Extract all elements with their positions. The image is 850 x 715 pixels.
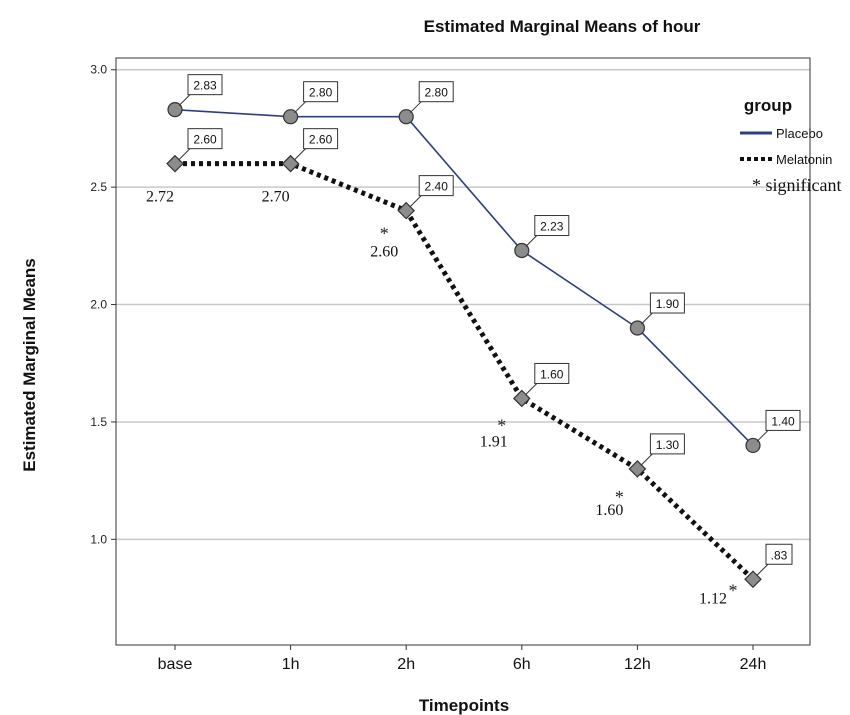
melatonin-label-box: [187, 128, 223, 150]
y-tick-label: 2.0: [90, 298, 107, 312]
significance-star: *: [729, 580, 738, 600]
grid: [116, 68, 810, 541]
x-tick-label: 12h: [624, 656, 651, 673]
placebo-point: [398, 109, 414, 125]
series-line-placebo: [174, 108, 754, 446]
significance-star: *: [615, 487, 624, 507]
placebo-data-label: 2.80: [425, 86, 449, 100]
y-tick-label: 2.5: [90, 180, 107, 194]
legend-title: group: [744, 96, 792, 115]
melatonin-data-label: .83: [771, 548, 788, 562]
legend-significance-note: * significant: [752, 175, 841, 195]
melatonin-label-box: [765, 543, 793, 565]
x-tick-label: 6h: [513, 656, 531, 673]
placebo-point: [283, 109, 299, 125]
placebo-point: [745, 437, 761, 454]
melatonin-data-label: 2.60: [309, 133, 333, 147]
y-tick-label: 3.0: [90, 63, 107, 77]
y-axis-ticks: 1.0 1.5 2.0 2.5 3.0: [90, 63, 116, 546]
plot-frame: [115, 57, 811, 646]
legend-label-placebo: Placebo: [776, 126, 823, 141]
legend-label-melatonin: Melatonin: [776, 152, 832, 167]
significance-value-label: 2.72: [146, 189, 174, 206]
placebo-label-box: [418, 81, 454, 103]
significance-star: *: [497, 415, 506, 435]
placebo-label-box: [649, 292, 685, 314]
melatonin-data-label: 2.60: [193, 133, 217, 147]
chart-title: Estimated Marginal Means of hour: [424, 17, 701, 36]
placebo-data-label: 1.40: [771, 414, 795, 428]
x-axis-title: Timepoints: [419, 696, 509, 715]
placebo-label-box: [303, 81, 339, 103]
series-layer: 2.83 2.80 2.80 2.23 1.90 1.40 2.60 2.60 2.40 1.60…: [166, 74, 801, 589]
placebo-label-box: [765, 409, 801, 431]
legend: group Placebo Melatonin * significant: [740, 96, 841, 195]
annotations: 2.72 2.702.60*1.91*1.60*1.12 *: [146, 189, 738, 608]
placebo-data-label: 2.83: [193, 79, 217, 93]
significance-star: *: [380, 224, 389, 244]
x-tick-label: 2h: [397, 656, 415, 673]
melatonin-data-label: 1.30: [656, 438, 680, 452]
x-tick-label: 1h: [282, 656, 300, 673]
melatonin-label-box: [649, 433, 685, 455]
y-tick-label: 1.5: [90, 415, 107, 429]
y-axis-title: Estimated Marginal Means: [20, 258, 39, 472]
significance-value-label: 2.70: [262, 189, 290, 206]
significance-value-label: 1.60: [595, 502, 623, 519]
placebo-data-label: 2.23: [540, 220, 564, 234]
placebo-point: [629, 320, 646, 336]
melatonin-label-box: [303, 128, 339, 150]
series-line-melatonin: [175, 161, 755, 582]
placebo-label-box: [187, 74, 223, 96]
melatonin-data-label: 2.40: [425, 180, 449, 194]
y-tick-label: 1.0: [90, 532, 107, 546]
melatonin-label-box: [534, 362, 570, 384]
significance-value-label: 2.60: [370, 244, 398, 261]
placebo-point: [167, 102, 183, 118]
placebo-point: [514, 242, 530, 259]
significance-value-label: 1.12: [699, 590, 727, 607]
x-tick-label: base: [158, 656, 193, 673]
placebo-label-box: [534, 215, 570, 237]
x-tick-label: 24h: [740, 656, 767, 673]
melatonin-data-label: 1.60: [540, 367, 564, 381]
x-axis-ticks: base 1h 2h 6h 12h 24h: [158, 645, 767, 673]
placebo-data-label: 1.90: [656, 297, 680, 311]
placebo-data-label: 2.80: [309, 86, 333, 100]
significance-value-label: 1.91: [480, 433, 508, 450]
melatonin-label-box: [418, 175, 454, 197]
